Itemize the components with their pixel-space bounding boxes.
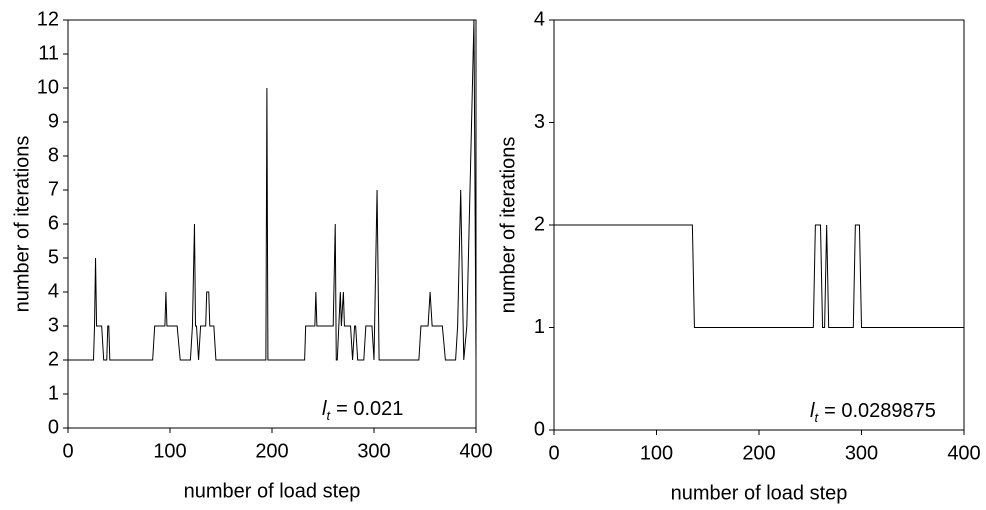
plot-frame [67,19,477,429]
annotation-text: = 0.021 [336,398,403,420]
y-tick-label: 4 [48,280,59,302]
data-line [554,224,964,328]
x-axis-label: number of load step [184,480,361,502]
x-tick-label: 200 [255,440,288,462]
y-tick-label: 5 [48,246,59,268]
y-tick-label: 4 [534,8,545,30]
y-tick-label: 0 [534,418,545,440]
y-tick-label: 9 [48,110,59,132]
x-tick-label: 200 [742,442,775,464]
y-axis-label: number of iterations [11,136,33,313]
x-tick-label: 300 [357,440,390,462]
y-tick-label: 3 [48,314,59,336]
annotation: lt = 0.0289875 [810,400,936,425]
data-line [67,19,477,428]
annotation-subscript: t [814,410,819,425]
y-tick-label: 2 [534,213,545,235]
y-tick-label: 1 [48,382,59,404]
x-tick-label: 0 [62,440,73,462]
y-tick-label: 12 [37,8,59,30]
x-tick-label: 100 [640,442,673,464]
y-tick-label: 1 [534,316,545,338]
annotation: lt = 0.021 [322,398,403,423]
y-tick-label: 11 [38,42,59,64]
y-tick-label: 7 [48,178,59,200]
y-tick-label: 2 [48,348,59,370]
annotation-text: = 0.0289875 [824,400,936,422]
y-tick-label: 0 [48,416,59,438]
y-tick-label: 6 [48,212,59,234]
x-tick-label: 100 [153,440,186,462]
chart-panel: 0 1 2 3 4 0 100 200 300 400 number of load step num… [497,8,980,504]
x-tick-label: 400 [947,442,980,464]
x-tick-label: 300 [845,442,878,464]
x-tick-label: 0 [548,442,559,464]
y-tick-label: 3 [534,111,545,133]
annotation-subscript: t [326,408,331,423]
x-axis-label: number of load step [671,482,848,504]
annotation-symbol: l [810,400,815,422]
x-tick-label: 400 [459,440,492,462]
y-tick-label: 8 [48,144,59,166]
y-tick-label: 10 [37,76,59,98]
annotation-symbol: l [322,398,327,420]
y-axis-label: number of iterations [497,137,519,314]
